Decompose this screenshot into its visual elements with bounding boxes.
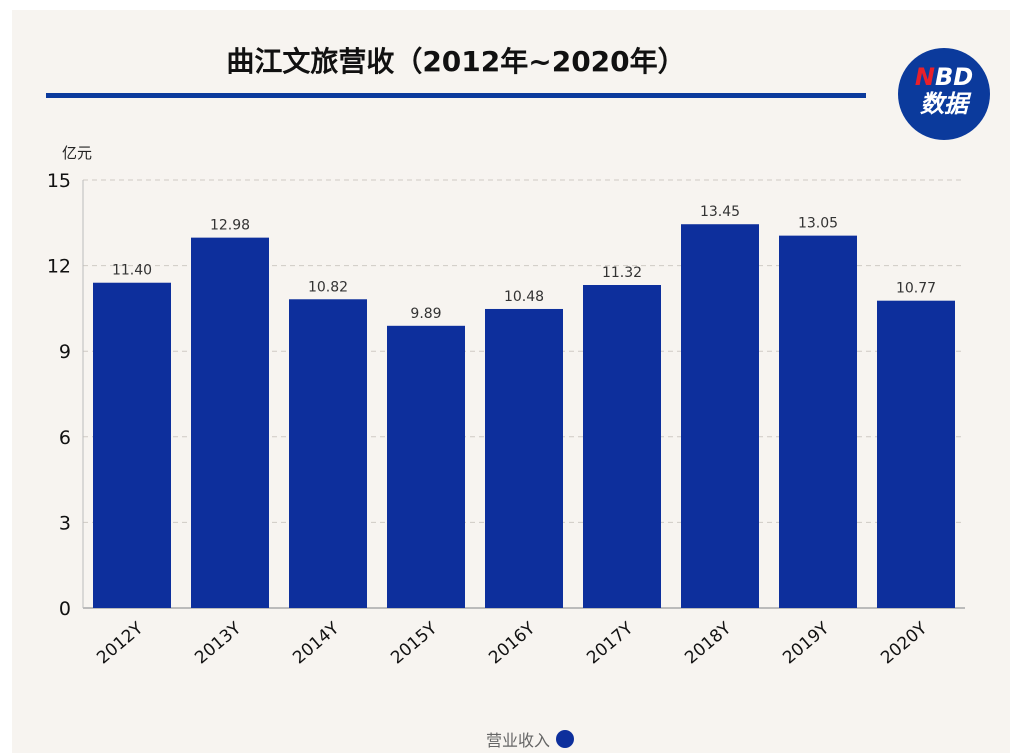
- data-label: 11.40: [112, 263, 152, 279]
- x-tick-label: 2015Y: [387, 618, 441, 668]
- data-label: 10.48: [504, 289, 544, 305]
- x-tick-label: 2012Y: [93, 618, 147, 668]
- title-divider: [46, 93, 866, 98]
- bar: [93, 282, 171, 608]
- logo-bd: BD: [934, 63, 974, 91]
- bar: [485, 308, 563, 608]
- legend-swatch: [556, 730, 575, 748]
- legend: 营业收入: [486, 727, 575, 751]
- y-axis-unit: 亿元: [62, 144, 93, 162]
- legend-label: 营业收入: [486, 731, 551, 750]
- bar: [877, 300, 955, 608]
- y-tick-label: 0: [59, 598, 71, 620]
- bar: [583, 285, 661, 608]
- y-tick-label: 9: [59, 341, 71, 363]
- data-label: 13.05: [798, 216, 838, 232]
- x-tick-label: 2019Y: [779, 618, 833, 668]
- bar: [681, 224, 759, 608]
- bar: [191, 237, 269, 608]
- data-label: 11.32: [602, 265, 642, 281]
- chart-title: 曲江文旅营收（2012年~2020年）: [226, 45, 686, 78]
- y-tick-label: 12: [47, 256, 71, 278]
- y-tick-label: 3: [59, 512, 71, 534]
- data-label: 12.98: [210, 218, 250, 234]
- bar: [779, 235, 857, 608]
- nbd-logo: NBD 数据: [898, 48, 990, 140]
- data-label: 10.82: [308, 279, 348, 295]
- x-tick-label: 2016Y: [485, 618, 539, 668]
- y-tick-label: 15: [47, 170, 71, 192]
- x-tick-label: 2014Y: [289, 618, 343, 668]
- x-tick-label: 2020Y: [877, 618, 931, 668]
- logo-data: 数据: [920, 90, 968, 118]
- x-tick-label: 2013Y: [191, 618, 245, 668]
- bar: [387, 325, 465, 608]
- y-tick-label: 6: [59, 427, 71, 449]
- data-label: 9.89: [410, 306, 441, 322]
- x-tick-label: 2017Y: [583, 618, 637, 668]
- x-tick-label: 2018Y: [681, 618, 735, 668]
- bar: [289, 299, 367, 608]
- data-label: 10.77: [896, 281, 936, 297]
- data-label: 13.45: [700, 204, 740, 220]
- logo-n: N: [914, 63, 935, 91]
